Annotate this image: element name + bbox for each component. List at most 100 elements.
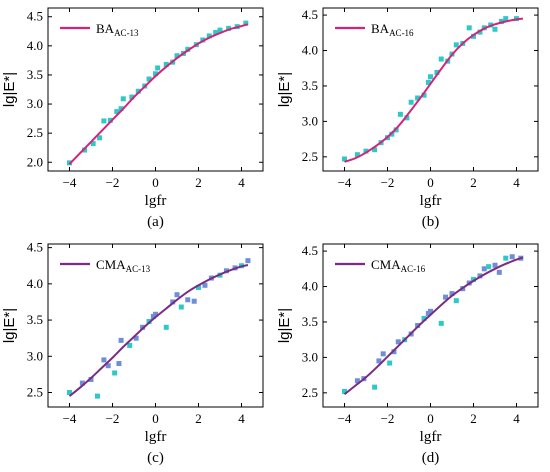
data-point [129, 94, 135, 100]
data-point [245, 258, 251, 264]
y-axis-label: lg|E*| [276, 308, 293, 343]
data-point [428, 308, 433, 314]
x-tick-label: −2 [381, 175, 395, 190]
y-tick-label: 2.5 [27, 385, 43, 400]
x-tick-label: 0 [427, 175, 434, 190]
fit-line [68, 23, 249, 165]
x-tick-label: −4 [338, 175, 352, 190]
x-tick-label: 4 [238, 411, 245, 426]
y-tick-label: 4.5 [302, 7, 318, 22]
legend-label: BAAC-13 [96, 21, 139, 38]
x-tick-label: −4 [338, 411, 352, 426]
data-point [118, 106, 124, 112]
data-point [428, 74, 433, 80]
legend-label-sub: AC-16 [401, 264, 426, 274]
data-point [471, 276, 476, 282]
data-point [67, 390, 72, 396]
data-point [443, 294, 449, 300]
panel-d: −4 −2 0 2 4 2.5 3.0 3.5 4.0 4.5 lgfr lg|E*| (d) CMAAC… [276, 243, 539, 466]
y-tick-label: 4.0 [302, 43, 318, 58]
y-axis-label: lg|E*| [276, 72, 293, 107]
y-tick-label: 2.5 [27, 125, 43, 140]
data-point [404, 115, 410, 121]
x-tick-label: 2 [195, 175, 202, 190]
data-point [408, 99, 414, 105]
legend-label-main: CMA [96, 257, 126, 272]
data-point [101, 118, 107, 124]
data-point [380, 351, 386, 357]
data-point [191, 298, 197, 304]
data-point [509, 254, 515, 260]
fit-line [343, 256, 524, 396]
data-point [421, 315, 427, 321]
legend-label-sub: AC-13 [126, 264, 151, 274]
y-tick-label: 4.0 [27, 276, 43, 291]
x-tick-label: 0 [152, 411, 159, 426]
data-point [395, 339, 401, 345]
y-tick-label: 2.5 [302, 149, 318, 164]
data-point [492, 26, 498, 32]
legend-label-main: BA [371, 21, 390, 36]
plot-frame [322, 7, 539, 172]
x-tick-label: 4 [238, 175, 245, 190]
data-point [397, 111, 403, 117]
plot-frame [47, 7, 264, 172]
data-point [217, 27, 223, 33]
data-point [387, 360, 393, 366]
data-point [206, 33, 212, 39]
data-point [438, 56, 444, 62]
panel-caption: (a) [147, 214, 164, 230]
data-point [163, 324, 169, 330]
data-point [116, 361, 122, 367]
data-point [163, 61, 169, 67]
data-point [354, 378, 360, 384]
x-tick-label: −4 [63, 411, 77, 426]
data-point [449, 291, 455, 297]
x-tick-label: 0 [427, 411, 434, 426]
x-tick-label: −4 [63, 175, 77, 190]
data-point [114, 109, 120, 115]
x-tick-label: 2 [195, 411, 202, 426]
data-point [135, 88, 141, 94]
data-point [79, 380, 85, 386]
x-tick-label: 2 [470, 411, 477, 426]
y-tick-label: 4.5 [27, 240, 43, 255]
data-point [453, 42, 459, 48]
data-point [213, 29, 219, 35]
data-point [471, 33, 476, 39]
data-point [372, 147, 378, 153]
data-point [243, 20, 249, 26]
data-point [185, 297, 191, 303]
data-point [155, 65, 161, 71]
panel-caption: (d) [422, 450, 440, 466]
y-tick-label: 3.5 [302, 78, 318, 93]
data-point [196, 284, 201, 290]
data-point [486, 264, 492, 270]
fit-line [68, 264, 249, 397]
y-tick-label: 3.5 [27, 67, 43, 82]
data-point [133, 335, 139, 341]
data-point [481, 266, 487, 272]
y-tick-label: 3.0 [302, 349, 318, 364]
x-axis-label: lgfr [145, 193, 167, 209]
data-point [120, 96, 126, 102]
x-axis-label: lgfr [420, 429, 442, 445]
data-point [503, 16, 509, 22]
data-point [477, 29, 483, 35]
data-point [342, 156, 347, 162]
data-point [421, 92, 427, 98]
legend-label-sub: AC-16 [389, 28, 414, 38]
data-point [354, 152, 360, 158]
data-point [342, 388, 347, 394]
data-point [118, 337, 124, 343]
data-point [82, 147, 88, 153]
data-point [363, 148, 369, 154]
legend-label: CMAAC-16 [371, 257, 426, 274]
legend-label: CMAAC-13 [96, 257, 151, 274]
legend-label-sub: AC-13 [114, 28, 139, 38]
x-axis-label: lgfr [145, 429, 167, 445]
panel-a: −4 −2 0 2 4 2.0 2.5 3.0 3.5 4.0 4.5 lgfr lg|E*| (a) BA… [1, 7, 264, 230]
data-point [174, 292, 180, 298]
data-point [202, 282, 208, 288]
